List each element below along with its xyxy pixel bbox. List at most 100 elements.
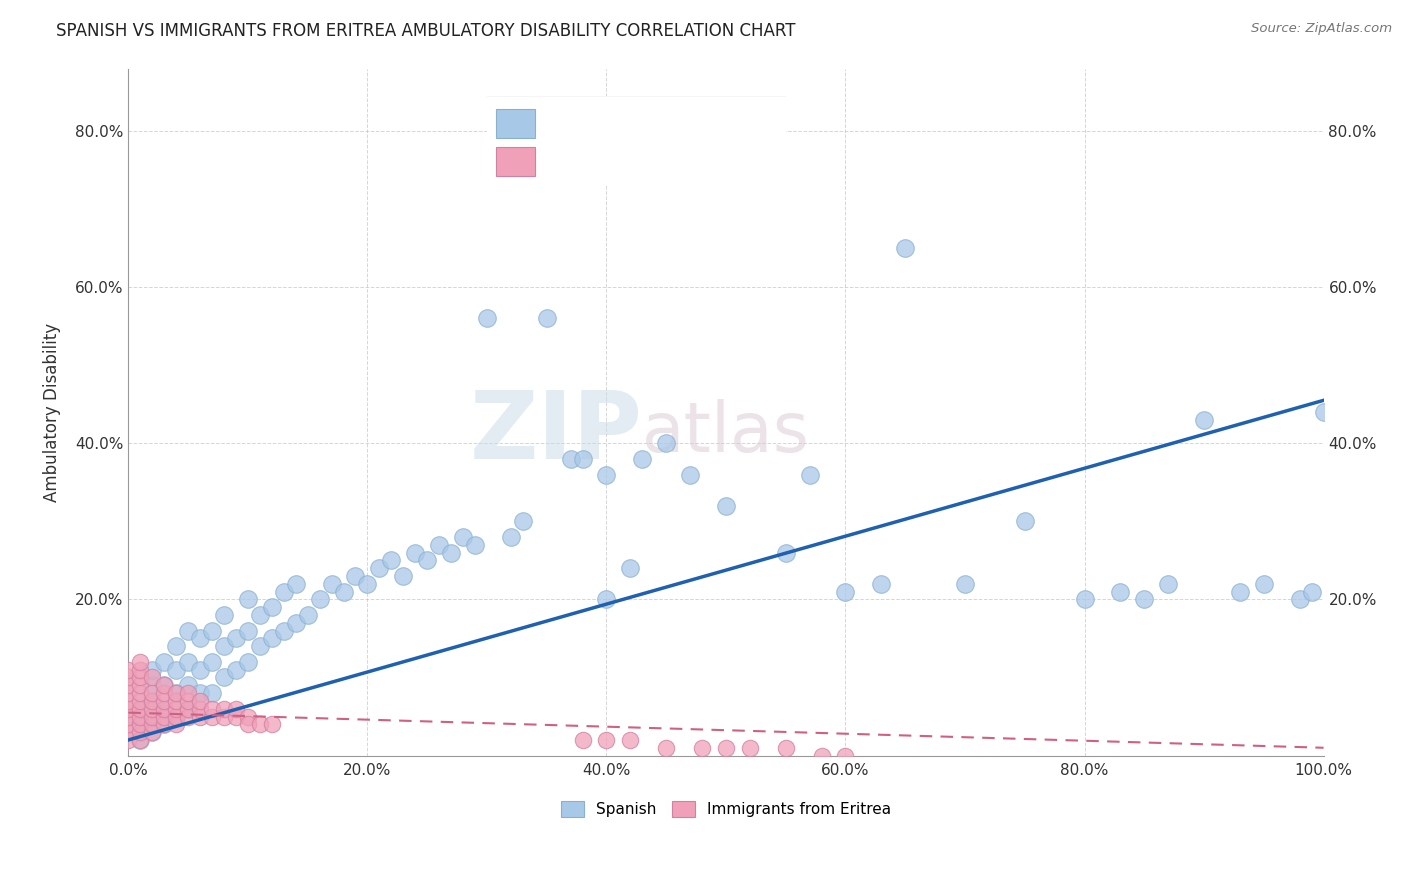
Point bbox=[810, 748, 832, 763]
Point bbox=[619, 733, 641, 747]
Point bbox=[284, 615, 307, 630]
Point bbox=[225, 632, 247, 646]
Point bbox=[188, 694, 211, 708]
Point bbox=[141, 671, 163, 685]
Point bbox=[775, 740, 797, 755]
Point bbox=[236, 717, 259, 731]
Point bbox=[117, 694, 139, 708]
Point bbox=[1253, 576, 1275, 591]
Point bbox=[344, 569, 367, 583]
Point bbox=[225, 702, 247, 716]
Point bbox=[236, 624, 259, 638]
Point bbox=[249, 640, 271, 654]
Point bbox=[165, 709, 187, 723]
Point bbox=[212, 709, 235, 723]
Legend: Spanish, Immigrants from Eritrea: Spanish, Immigrants from Eritrea bbox=[555, 796, 897, 823]
Point bbox=[188, 686, 211, 700]
Point bbox=[141, 678, 163, 692]
Point bbox=[129, 725, 152, 739]
Point bbox=[356, 576, 378, 591]
Point bbox=[655, 740, 678, 755]
Point bbox=[141, 709, 163, 723]
Point bbox=[404, 545, 426, 559]
Point bbox=[260, 632, 283, 646]
Point bbox=[249, 717, 271, 731]
Point bbox=[117, 663, 139, 677]
Point bbox=[451, 530, 474, 544]
Point bbox=[117, 678, 139, 692]
Point bbox=[297, 608, 319, 623]
Point bbox=[1301, 584, 1323, 599]
Point bbox=[799, 467, 821, 482]
Point bbox=[165, 640, 187, 654]
Point bbox=[440, 545, 463, 559]
Point bbox=[165, 663, 187, 677]
Text: atlas: atlas bbox=[643, 399, 810, 467]
Point bbox=[188, 709, 211, 723]
Point bbox=[1073, 592, 1095, 607]
Point bbox=[165, 686, 187, 700]
Point bbox=[141, 702, 163, 716]
Point bbox=[225, 709, 247, 723]
Point bbox=[714, 499, 737, 513]
Y-axis label: Ambulatory Disability: Ambulatory Disability bbox=[44, 323, 60, 501]
Point bbox=[165, 686, 187, 700]
Point bbox=[1109, 584, 1132, 599]
Point bbox=[177, 702, 200, 716]
Point bbox=[236, 655, 259, 669]
Point bbox=[368, 561, 391, 575]
Point bbox=[236, 592, 259, 607]
Point bbox=[129, 694, 152, 708]
Point bbox=[165, 717, 187, 731]
Point bbox=[177, 686, 200, 700]
Point bbox=[177, 694, 200, 708]
Point bbox=[129, 686, 152, 700]
Point bbox=[1157, 576, 1180, 591]
Point bbox=[834, 584, 856, 599]
Point bbox=[536, 311, 558, 326]
Point bbox=[153, 717, 176, 731]
Point bbox=[165, 694, 187, 708]
Point bbox=[1288, 592, 1310, 607]
Point bbox=[153, 702, 176, 716]
Point bbox=[165, 709, 187, 723]
Point bbox=[129, 655, 152, 669]
Point bbox=[321, 576, 343, 591]
Point bbox=[631, 451, 654, 466]
Point bbox=[273, 584, 295, 599]
Point bbox=[201, 709, 224, 723]
Point bbox=[153, 702, 176, 716]
Point bbox=[141, 725, 163, 739]
Point bbox=[141, 694, 163, 708]
Point bbox=[141, 686, 163, 700]
Point bbox=[249, 608, 271, 623]
Point bbox=[129, 733, 152, 747]
Point bbox=[141, 725, 163, 739]
Point bbox=[153, 678, 176, 692]
Point bbox=[212, 640, 235, 654]
Point bbox=[560, 451, 582, 466]
Text: ZIP: ZIP bbox=[470, 386, 643, 479]
Point bbox=[129, 717, 152, 731]
Point bbox=[153, 709, 176, 723]
Point bbox=[775, 545, 797, 559]
Point bbox=[141, 717, 163, 731]
Point bbox=[117, 686, 139, 700]
Point bbox=[236, 709, 259, 723]
Text: Source: ZipAtlas.com: Source: ZipAtlas.com bbox=[1251, 22, 1392, 36]
Point bbox=[129, 733, 152, 747]
Point bbox=[953, 576, 976, 591]
Point bbox=[1192, 413, 1215, 427]
Point bbox=[117, 671, 139, 685]
Point bbox=[153, 717, 176, 731]
Point bbox=[571, 451, 593, 466]
Text: SPANISH VS IMMIGRANTS FROM ERITREA AMBULATORY DISABILITY CORRELATION CHART: SPANISH VS IMMIGRANTS FROM ERITREA AMBUL… bbox=[56, 22, 796, 40]
Point bbox=[212, 608, 235, 623]
Point bbox=[129, 678, 152, 692]
Point bbox=[475, 311, 498, 326]
Point bbox=[332, 584, 354, 599]
Point bbox=[512, 514, 534, 528]
Point bbox=[571, 733, 593, 747]
Point bbox=[117, 709, 139, 723]
Point bbox=[188, 663, 211, 677]
